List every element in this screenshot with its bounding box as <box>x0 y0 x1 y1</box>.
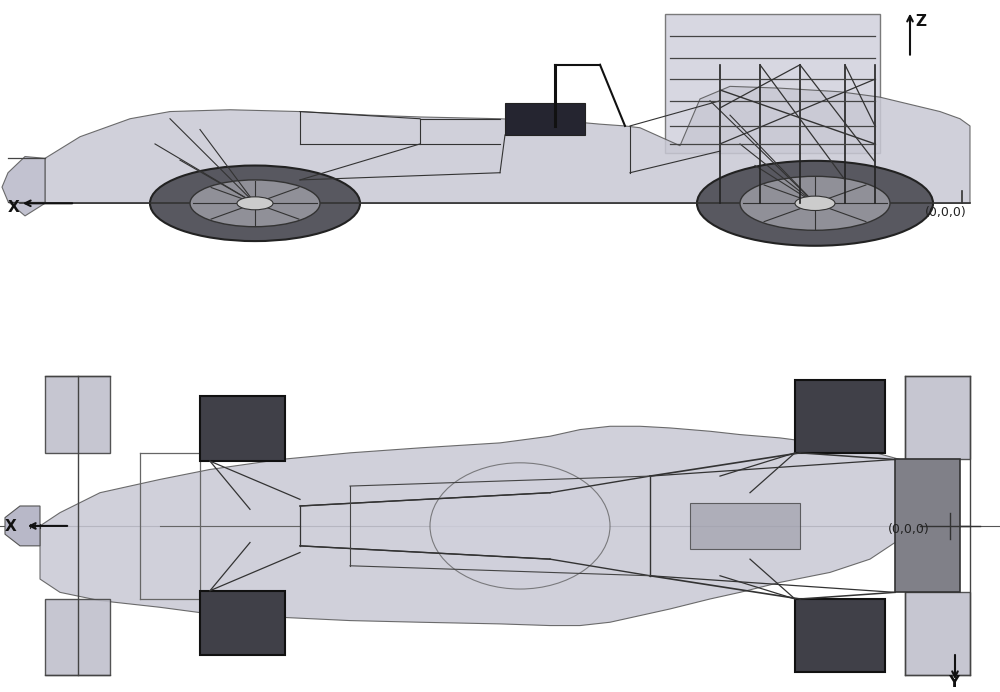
Circle shape <box>150 165 360 241</box>
Bar <box>895 459 960 592</box>
Text: Z: Z <box>915 15 926 29</box>
Text: (0,0,0): (0,0,0) <box>925 206 967 219</box>
Bar <box>45 599 110 675</box>
Text: X: X <box>5 519 17 534</box>
Bar <box>905 376 970 459</box>
Bar <box>905 592 970 675</box>
Bar <box>200 397 285 461</box>
Bar <box>45 376 110 453</box>
Text: X: X <box>8 200 20 215</box>
Circle shape <box>795 196 835 210</box>
Polygon shape <box>5 506 40 546</box>
Ellipse shape <box>430 463 610 589</box>
Polygon shape <box>40 426 935 626</box>
Text: (0,0,0): (0,0,0) <box>888 523 930 536</box>
Text: Y: Y <box>948 675 959 690</box>
Bar <box>795 599 885 672</box>
Bar <box>795 380 885 453</box>
Bar <box>200 591 285 655</box>
Bar <box>690 502 800 549</box>
Polygon shape <box>45 86 970 203</box>
Circle shape <box>237 197 273 210</box>
Circle shape <box>697 161 933 246</box>
Circle shape <box>190 180 320 227</box>
Bar <box>505 102 585 135</box>
Circle shape <box>740 176 890 230</box>
Polygon shape <box>2 156 45 216</box>
Bar <box>665 15 880 153</box>
